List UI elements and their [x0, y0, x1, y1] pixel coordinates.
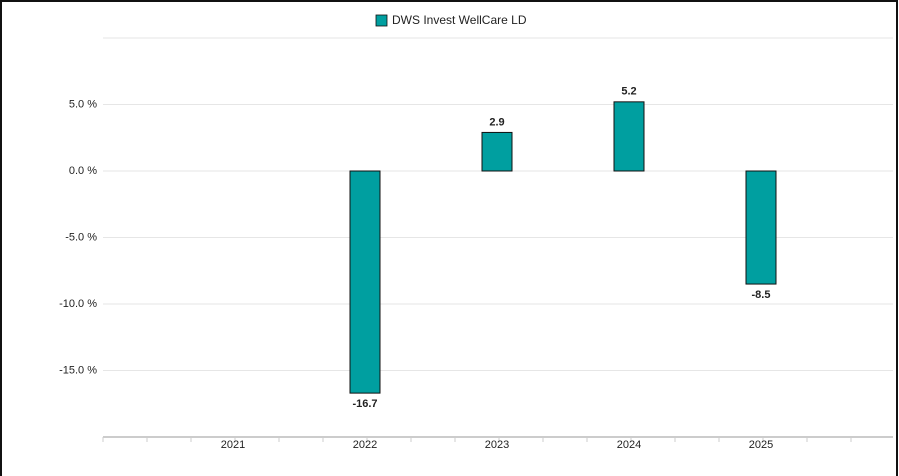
x-tick-label: 2024 — [617, 439, 641, 451]
y-tick-label: -10.0 % — [59, 298, 97, 310]
y-tick-label: 0.0 % — [69, 165, 97, 177]
bar — [481, 131, 513, 172]
x-tick-label: 2022 — [353, 439, 377, 451]
data-label: -8.5 — [752, 289, 771, 301]
legend-label: DWS Invest WellCare LD — [392, 13, 527, 27]
data-label: 2.9 — [489, 116, 504, 128]
x-tick-label: 2025 — [749, 439, 773, 451]
x-tick-label: 2023 — [485, 439, 509, 451]
bar — [349, 170, 381, 394]
bar — [613, 101, 645, 172]
bar — [745, 170, 777, 285]
data-label: -16.7 — [352, 398, 377, 410]
legend-swatch — [375, 14, 388, 27]
y-tick-label: -5.0 % — [65, 231, 97, 243]
y-tick-label: -15.0 % — [59, 364, 97, 376]
data-label: 5.2 — [621, 86, 636, 98]
x-tick-label: 2021 — [221, 439, 245, 451]
y-tick-label: 5.0 % — [69, 98, 97, 110]
